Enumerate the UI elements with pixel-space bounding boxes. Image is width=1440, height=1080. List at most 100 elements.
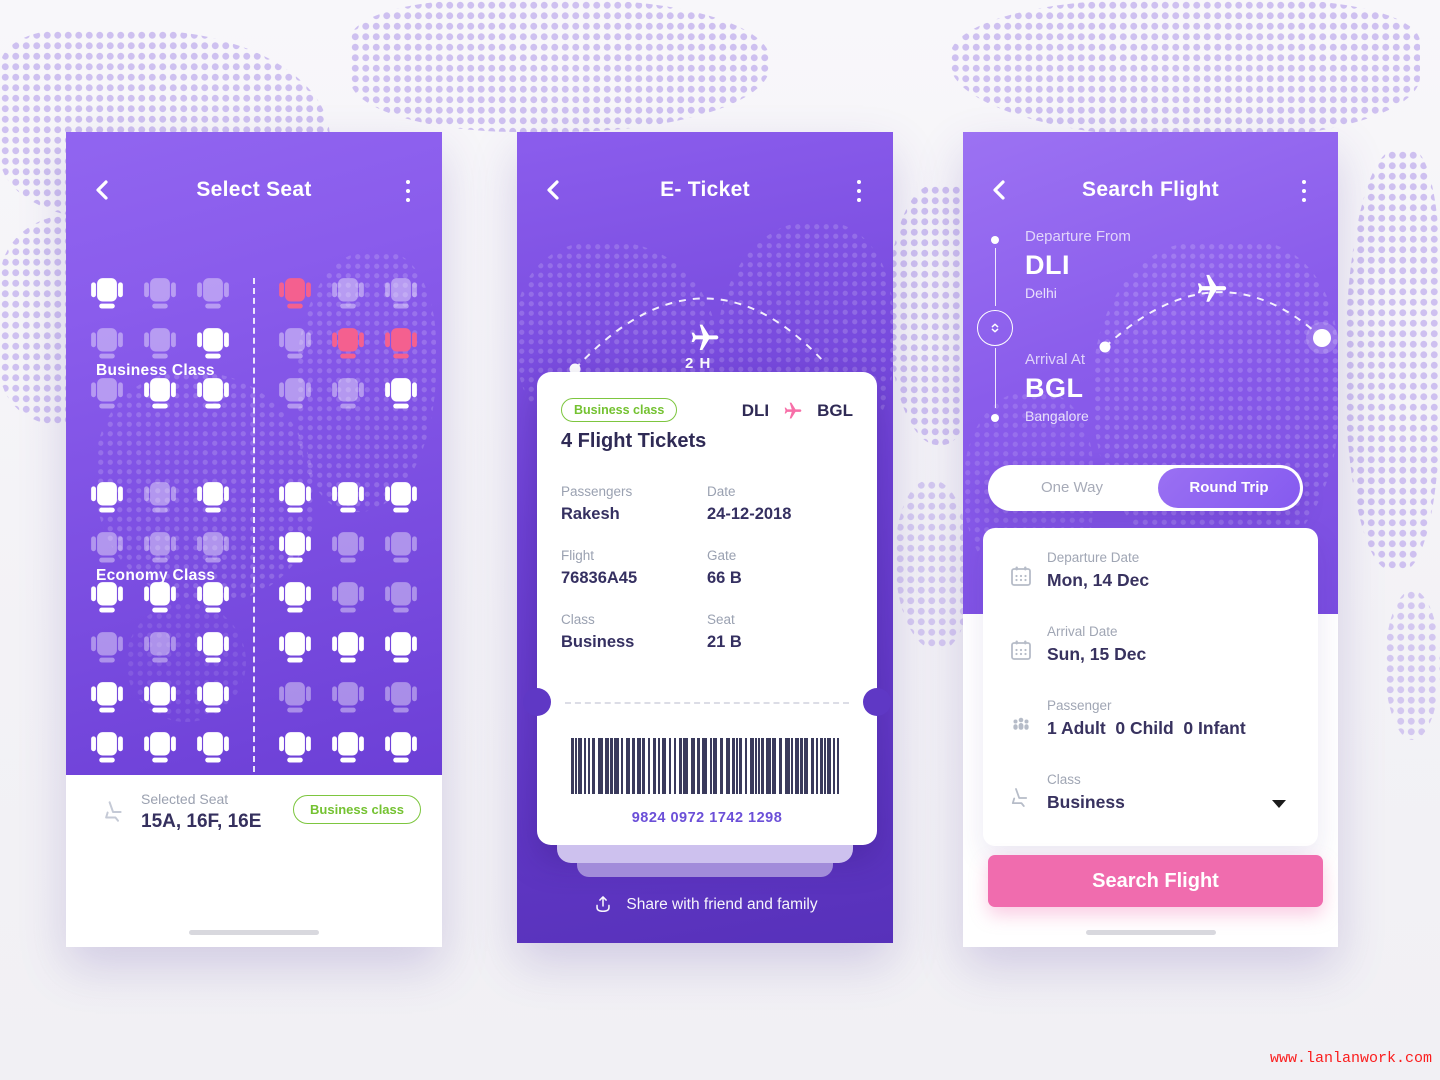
seat-occupied[interactable] <box>143 630 177 664</box>
seat-available[interactable] <box>196 630 230 664</box>
seat-available[interactable] <box>143 680 177 714</box>
seat-occupied[interactable] <box>143 530 177 564</box>
field-label: Date <box>707 484 736 499</box>
seat-occupied[interactable] <box>143 276 177 310</box>
seat-available[interactable] <box>196 730 230 764</box>
seat-occupied[interactable] <box>143 326 177 360</box>
seat-available[interactable] <box>331 480 365 514</box>
business-seat-grid <box>90 276 418 426</box>
seat-available[interactable] <box>90 730 124 764</box>
seat-occupied[interactable] <box>331 580 365 614</box>
seat-available[interactable] <box>196 680 230 714</box>
home-indicator[interactable] <box>1085 930 1216 935</box>
business-class-label: Business Class <box>96 362 215 379</box>
seat-selected[interactable] <box>331 326 365 360</box>
field-value: 21 B <box>707 633 742 651</box>
seat-available[interactable] <box>143 730 177 764</box>
menu-kebab-icon[interactable] <box>1302 180 1308 202</box>
seat-occupied[interactable] <box>331 680 365 714</box>
back-button[interactable] <box>543 178 565 202</box>
seat-available[interactable] <box>384 630 418 664</box>
seat-occupied[interactable] <box>278 680 312 714</box>
seat-occupied[interactable] <box>384 276 418 310</box>
seat-available[interactable] <box>384 376 418 410</box>
trip-type-toggle: One Way Round Trip <box>988 465 1303 511</box>
swap-icon[interactable] <box>977 310 1013 346</box>
seat-available[interactable] <box>196 376 230 410</box>
form-field-class[interactable]: Class Business <box>983 772 1318 832</box>
ticket-field: Class Business <box>561 612 707 652</box>
seat-available[interactable] <box>143 376 177 410</box>
round-trip-option[interactable]: Round Trip <box>1158 468 1300 508</box>
one-way-option[interactable]: One Way <box>1041 479 1103 496</box>
chevron-down-icon[interactable] <box>1272 800 1286 808</box>
seat-available[interactable] <box>196 480 230 514</box>
field-value: Rakesh <box>561 505 620 523</box>
seat-available[interactable] <box>278 580 312 614</box>
seat-occupied[interactable] <box>90 530 124 564</box>
seat-occupied[interactable] <box>90 376 124 410</box>
back-button[interactable] <box>989 178 1011 202</box>
field-value: 66 B <box>707 569 742 587</box>
seat-available[interactable] <box>384 730 418 764</box>
economy-class-label: Economy Class <box>96 567 216 584</box>
ticket-card[interactable]: Business class DLI BGL 4 Flight Tickets … <box>523 372 891 845</box>
home-indicator[interactable] <box>189 930 319 935</box>
seat-occupied[interactable] <box>90 326 124 360</box>
seat-occupied[interactable] <box>278 326 312 360</box>
seat-occupied[interactable] <box>384 580 418 614</box>
seat-available[interactable] <box>143 580 177 614</box>
seat-available[interactable] <box>331 730 365 764</box>
seat-occupied[interactable] <box>90 630 124 664</box>
seat-available[interactable] <box>90 276 124 310</box>
select-seat-screen: Select Seat Business Class Economy Class… <box>66 132 442 947</box>
menu-kebab-icon[interactable] <box>857 180 863 202</box>
flight-duration: 2 H <box>685 355 712 372</box>
seat-occupied[interactable] <box>143 480 177 514</box>
seat-available[interactable] <box>278 530 312 564</box>
search-flight-screen: Search Flight Departure From DLI <box>963 132 1338 947</box>
seat-available[interactable] <box>90 580 124 614</box>
seat-selected[interactable] <box>384 326 418 360</box>
class-badge[interactable]: Business class <box>293 795 421 824</box>
world-map-dots <box>1385 590 1440 740</box>
departure-city: Delhi <box>1025 285 1057 301</box>
aisle-divider <box>253 278 255 772</box>
field-value: 1 Adult 0 Child 0 Infant <box>1047 718 1246 738</box>
share-button[interactable]: Share with friend and family <box>517 894 893 916</box>
menu-kebab-icon[interactable] <box>406 180 412 202</box>
departure-block[interactable]: Departure From DLI Delhi <box>1025 228 1131 301</box>
seat-available[interactable] <box>278 480 312 514</box>
seat-available[interactable] <box>90 680 124 714</box>
seat-occupied[interactable] <box>278 376 312 410</box>
form-field-departure-date[interactable]: Departure Date Mon, 14 Dec <box>983 550 1318 610</box>
seat-occupied[interactable] <box>331 276 365 310</box>
plane-icon <box>783 401 803 421</box>
seat-available[interactable] <box>331 630 365 664</box>
seat-selected[interactable] <box>278 276 312 310</box>
form-field-arrival-date[interactable]: Arrival Date Sun, 15 Dec <box>983 624 1318 684</box>
seat-available[interactable] <box>278 730 312 764</box>
seat-occupied[interactable] <box>384 680 418 714</box>
seat-occupied[interactable] <box>384 530 418 564</box>
app-header: E- Ticket <box>517 172 893 212</box>
field-label: Class <box>1047 772 1081 787</box>
seat-occupied[interactable] <box>331 530 365 564</box>
seat-available[interactable] <box>384 480 418 514</box>
seat-occupied[interactable] <box>196 276 230 310</box>
app-header: Select Seat <box>66 172 442 212</box>
search-flight-button[interactable]: Search Flight <box>988 855 1323 907</box>
form-field-passenger[interactable]: Passenger 1 Adult 0 Child 0 Infant <box>983 698 1318 758</box>
world-map-dots <box>350 0 770 132</box>
seat-available[interactable] <box>196 326 230 360</box>
seat-occupied[interactable] <box>331 376 365 410</box>
seat-available[interactable] <box>196 580 230 614</box>
seat-available[interactable] <box>278 630 312 664</box>
seat-occupied[interactable] <box>196 530 230 564</box>
eticket-screen: E- Ticket 2 H DLI Delhi BGL Bangalore <box>517 132 893 943</box>
page-title: E- Ticket <box>660 178 750 201</box>
field-label: Class <box>561 612 595 627</box>
arrival-block[interactable]: Arrival At BGL Bangalore <box>1025 351 1089 424</box>
back-button[interactable] <box>92 178 114 202</box>
seat-available[interactable] <box>90 480 124 514</box>
